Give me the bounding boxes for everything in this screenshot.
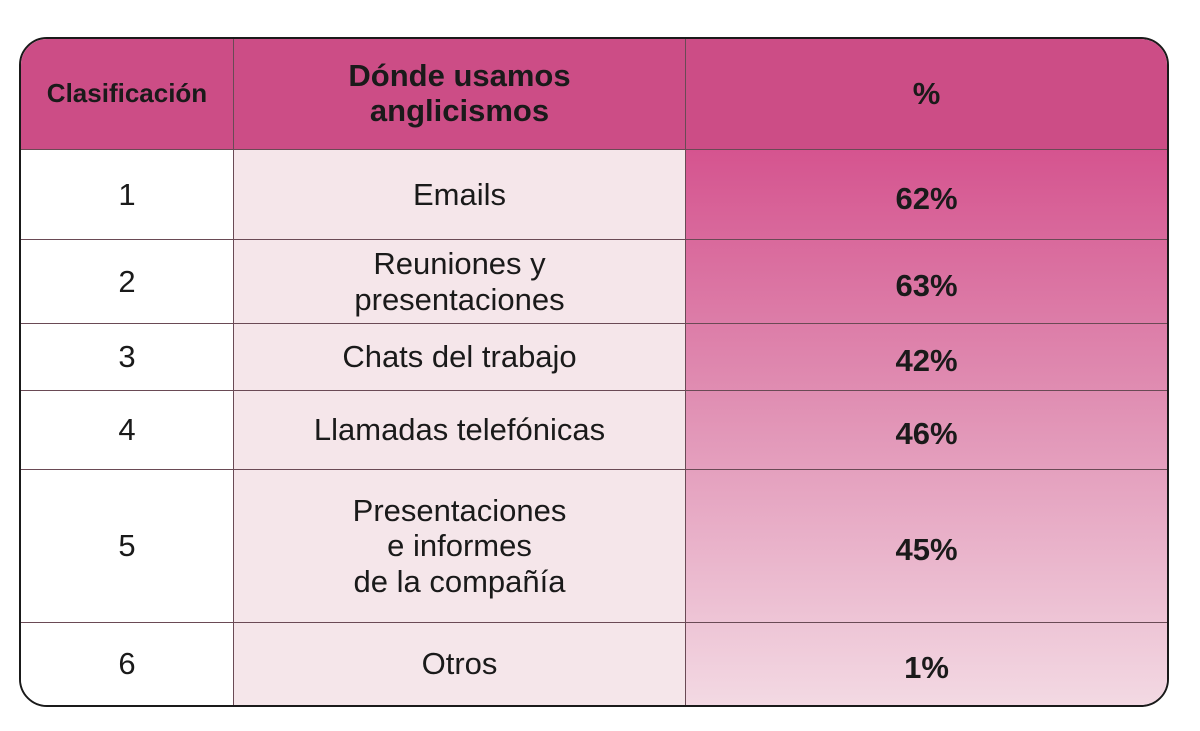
table-grid: Clasificación Dónde usamos anglicismos %… bbox=[21, 39, 1167, 705]
row-6-place: Otros bbox=[234, 623, 686, 705]
percent-column-gradient bbox=[686, 150, 1167, 705]
row-4-place: Llamadas telefónicas bbox=[234, 391, 686, 470]
row-4-percent: 46% bbox=[686, 391, 1167, 470]
row-1-percent: 62% bbox=[686, 150, 1167, 240]
row-4-rank: 4 bbox=[21, 391, 234, 470]
header-place: Dónde usamos anglicismos bbox=[234, 39, 686, 150]
row-1-rank: 1 bbox=[21, 150, 234, 240]
header-percent: % bbox=[686, 39, 1167, 150]
row-3-rank: 3 bbox=[21, 324, 234, 391]
row-1-place: Emails bbox=[234, 150, 686, 240]
row-2-place: Reuniones y presentaciones bbox=[234, 240, 686, 324]
row-5-rank: 5 bbox=[21, 470, 234, 623]
row-3-place: Chats del trabajo bbox=[234, 324, 686, 391]
row-5-percent: 45% bbox=[686, 470, 1167, 623]
row-6-percent: 1% bbox=[904, 650, 949, 686]
row-2-rank: 2 bbox=[21, 240, 234, 324]
row-5-place: Presentaciones e informes de la compañía bbox=[234, 470, 686, 623]
row-6-rank: 6 bbox=[21, 623, 234, 705]
header-ranking: Clasificación bbox=[21, 39, 234, 150]
row-2-percent: 63% bbox=[686, 240, 1167, 324]
ranking-table: Clasificación Dónde usamos anglicismos %… bbox=[19, 37, 1169, 707]
row-3-percent: 42% bbox=[686, 324, 1167, 391]
